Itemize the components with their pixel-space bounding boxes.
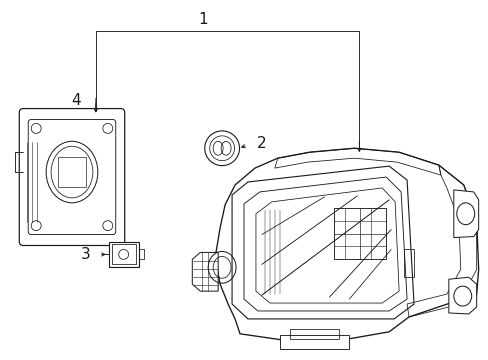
Polygon shape bbox=[453, 190, 478, 238]
Polygon shape bbox=[448, 277, 476, 314]
Text: 1: 1 bbox=[198, 12, 207, 27]
FancyBboxPatch shape bbox=[19, 109, 124, 246]
Bar bbox=[108, 242, 138, 267]
Bar bbox=[279, 335, 349, 349]
Polygon shape bbox=[192, 252, 218, 291]
Text: 3: 3 bbox=[81, 247, 91, 262]
Text: 4: 4 bbox=[71, 93, 81, 108]
Bar bbox=[289, 329, 339, 339]
Text: 2: 2 bbox=[257, 136, 266, 151]
Bar bbox=[112, 244, 135, 264]
Bar bbox=[334, 208, 386, 260]
Bar bbox=[403, 249, 413, 277]
Bar bbox=[138, 249, 143, 260]
